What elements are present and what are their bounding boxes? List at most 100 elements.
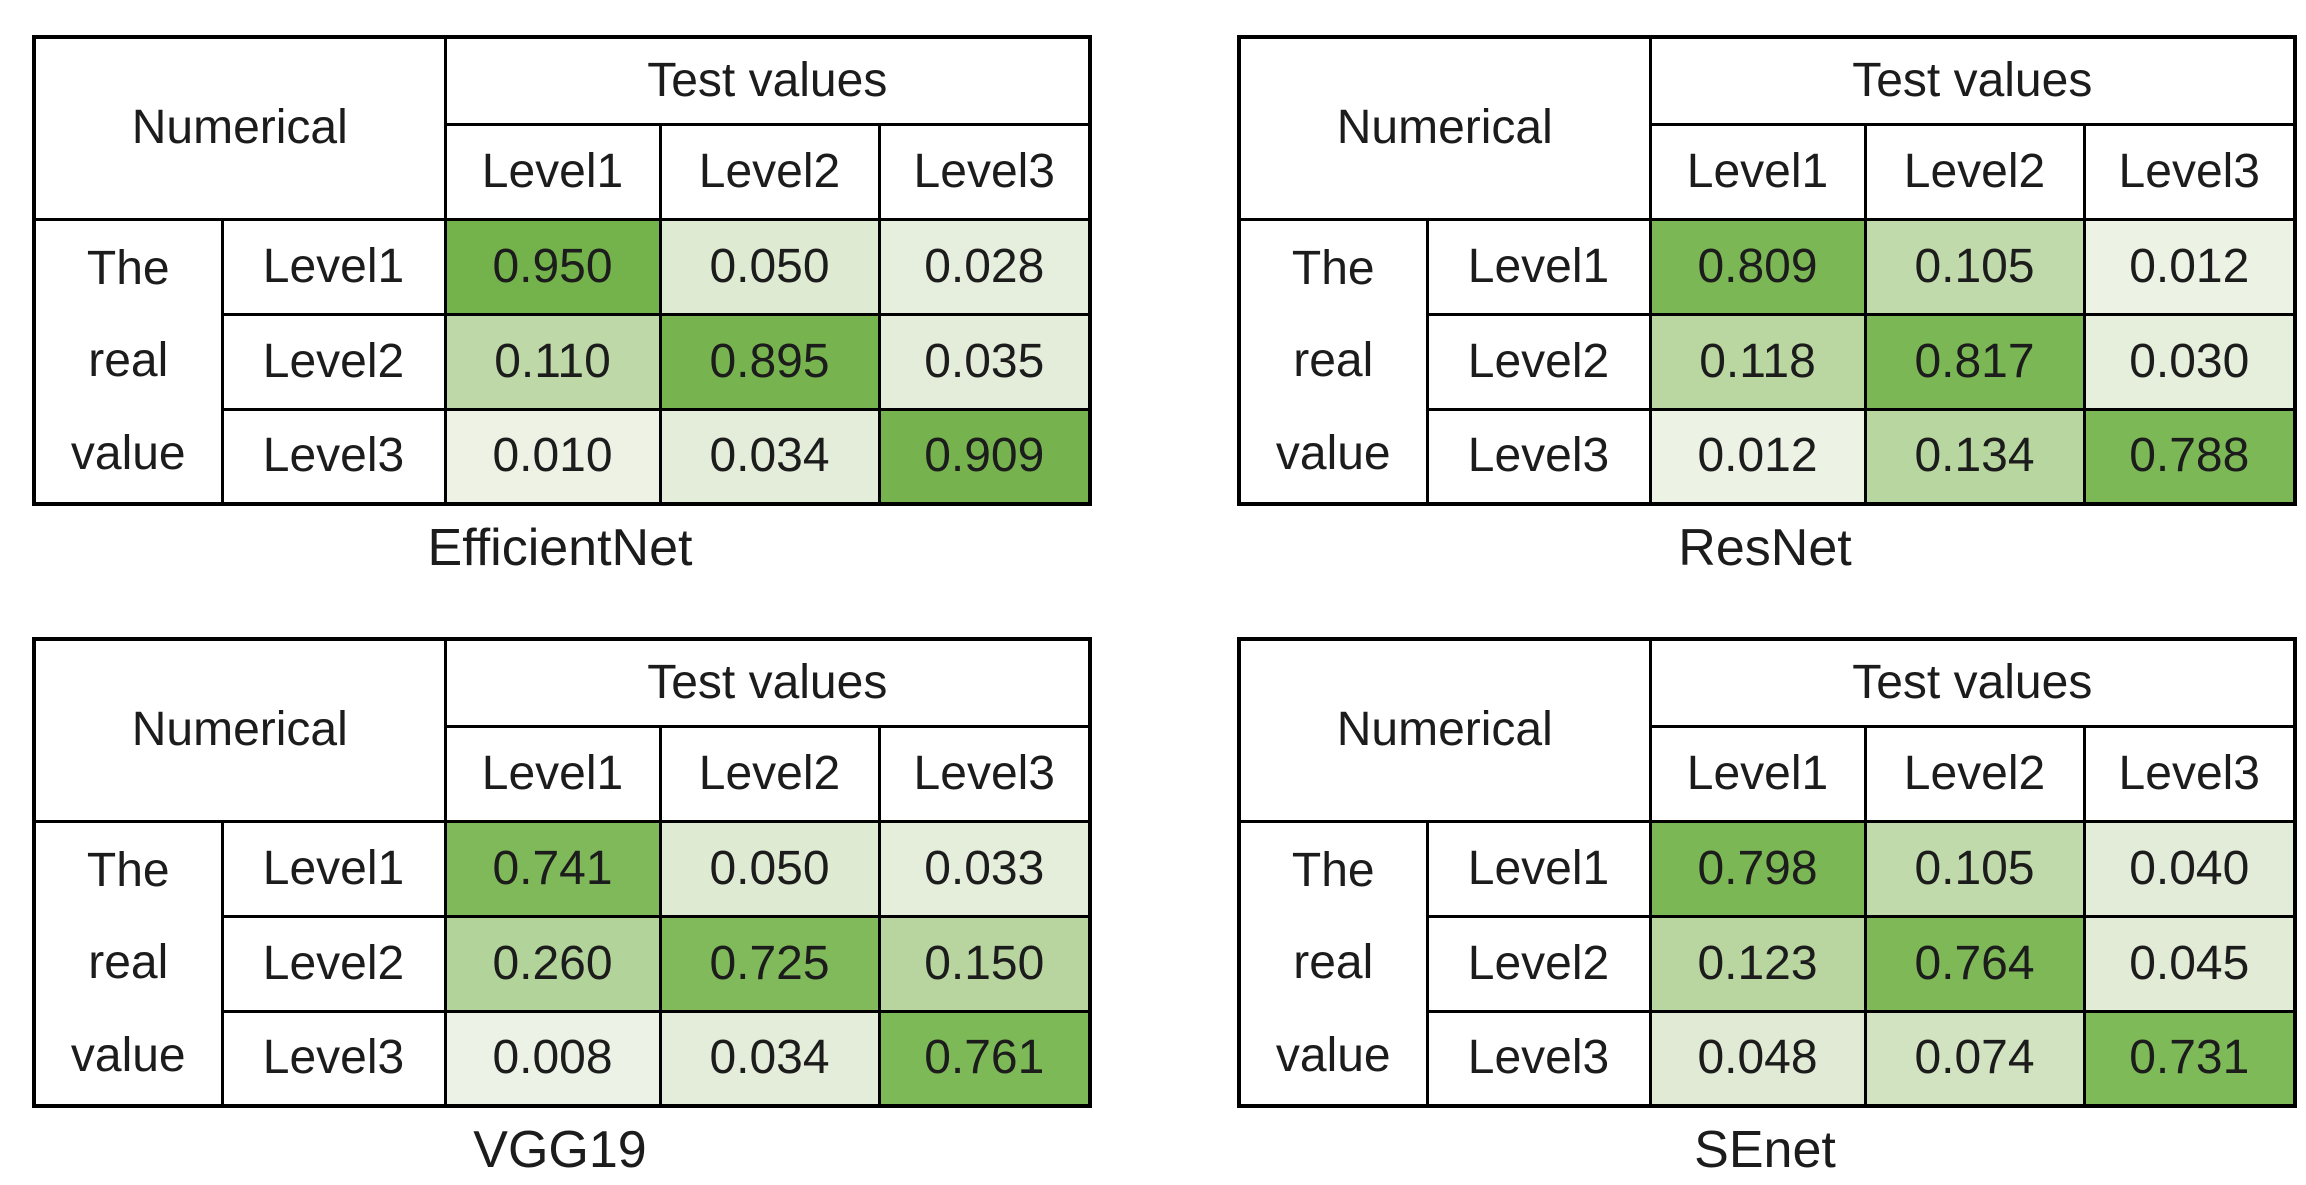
cell-value: 0.809 (1648, 217, 1867, 316)
cell-value: 0.725 (658, 914, 881, 1013)
cell-value: 0.035 (877, 312, 1092, 411)
row-header-level1: Level1 (220, 819, 447, 918)
model-caption-efficientnet: EfficientNet (427, 519, 693, 577)
cell-value: 0.008 (443, 1009, 662, 1108)
cell-value: 0.040 (2082, 819, 2297, 918)
model-panel-vgg19: Numerical Test values Level1 Level2 Leve… (32, 637, 1093, 1180)
column-header-level3: Level3 (877, 122, 1092, 221)
row-group-line: value (1275, 1028, 1391, 1082)
cell-value: 0.030 (2082, 312, 2297, 411)
cell-value: 0.012 (2082, 217, 2297, 316)
model-panel-resnet: Numerical Test values Level1 Level2 Leve… (1237, 35, 2298, 578)
cell-value: 0.150 (877, 914, 1092, 1013)
cell-value: 0.950 (443, 217, 662, 316)
confusion-matrix-vgg19: Numerical Test values Level1 Level2 Leve… (32, 637, 1093, 1108)
row-group-line: The (86, 843, 170, 897)
corner-label: Numerical (1237, 637, 1652, 823)
model-caption-vgg19: VGG19 (473, 1121, 647, 1179)
cell-value: 0.741 (443, 819, 662, 918)
corner-label: Numerical (32, 637, 447, 823)
row-group-lines: The real value (1242, 223, 1424, 500)
row-header-level3: Level3 (220, 1009, 447, 1108)
row-header-level1: Level1 (1425, 819, 1652, 918)
row-header-level2: Level2 (1425, 312, 1652, 411)
model-panel-efficientnet: Numerical Test values Level1 Level2 Leve… (32, 35, 1093, 578)
column-group-label: Test values (1648, 35, 2297, 126)
row-group-label: The real value (32, 819, 224, 1108)
confusion-matrix-efficientnet: Numerical Test values Level1 Level2 Leve… (32, 35, 1093, 506)
cell-value: 0.123 (1648, 914, 1867, 1013)
row-header-level2: Level2 (220, 312, 447, 411)
row-group-line: real (1293, 936, 1374, 990)
cell-value: 0.012 (1648, 407, 1867, 506)
row-group-line: value (70, 426, 186, 480)
cell-value: 0.048 (1648, 1009, 1867, 1108)
corner-label: Numerical (1237, 35, 1652, 221)
row-group-lines: The real value (1242, 825, 1424, 1102)
cell-value: 0.010 (443, 407, 662, 506)
row-group-lines: The real value (37, 223, 219, 500)
row-header-level2: Level2 (220, 914, 447, 1013)
cell-value: 0.134 (1863, 407, 2086, 506)
cell-value: 0.028 (877, 217, 1092, 316)
confusion-matrix-senet: Numerical Test values Level1 Level2 Leve… (1237, 637, 2298, 1108)
row-group-line: value (1275, 426, 1391, 480)
row-header-level3: Level3 (1425, 1009, 1652, 1108)
cell-value: 0.118 (1648, 312, 1867, 411)
column-header-level3: Level3 (2082, 122, 2297, 221)
row-group-line: real (1293, 334, 1374, 388)
column-group-label: Test values (1648, 637, 2297, 728)
row-group-label: The real value (1237, 819, 1429, 1108)
model-caption-resnet: ResNet (1678, 519, 1852, 577)
model-caption-senet: SEnet (1694, 1121, 1836, 1179)
column-header-level2: Level2 (1863, 122, 2086, 221)
confusion-matrix-resnet: Numerical Test values Level1 Level2 Leve… (1237, 35, 2298, 506)
cell-value: 0.798 (1648, 819, 1867, 918)
cell-value: 0.105 (1863, 217, 2086, 316)
corner-label: Numerical (32, 35, 447, 221)
row-header-level2: Level2 (1425, 914, 1652, 1013)
column-header-level1: Level1 (1648, 122, 1867, 221)
cell-value: 0.110 (443, 312, 662, 411)
row-header-level1: Level1 (1425, 217, 1652, 316)
column-header-level3: Level3 (877, 724, 1092, 823)
cell-value: 0.074 (1863, 1009, 2086, 1108)
cell-value: 0.050 (658, 819, 881, 918)
column-header-level1: Level1 (1648, 724, 1867, 823)
cell-value: 0.895 (658, 312, 881, 411)
cell-value: 0.909 (877, 407, 1092, 506)
row-group-line: value (70, 1028, 186, 1082)
row-group-line: The (86, 241, 170, 295)
column-header-level2: Level2 (1863, 724, 2086, 823)
column-header-level1: Level1 (443, 724, 662, 823)
cell-value: 0.764 (1863, 914, 2086, 1013)
model-panel-senet: Numerical Test values Level1 Level2 Leve… (1237, 637, 2298, 1180)
row-header-level3: Level3 (1425, 407, 1652, 506)
column-header-level3: Level3 (2082, 724, 2297, 823)
cell-value: 0.788 (2082, 407, 2297, 506)
cell-value: 0.260 (443, 914, 662, 1013)
row-group-lines: The real value (37, 825, 219, 1102)
cell-value: 0.050 (658, 217, 881, 316)
column-header-level2: Level2 (658, 122, 881, 221)
cell-value: 0.045 (2082, 914, 2297, 1013)
row-group-line: The (1291, 241, 1375, 295)
column-group-label: Test values (443, 35, 1092, 126)
row-group-line: real (88, 936, 169, 990)
column-group-label: Test values (443, 637, 1092, 728)
cell-value: 0.034 (658, 1009, 881, 1108)
column-header-level2: Level2 (658, 724, 881, 823)
row-group-line: real (88, 334, 169, 388)
column-header-level1: Level1 (443, 122, 662, 221)
cell-value: 0.034 (658, 407, 881, 506)
cell-value: 0.731 (2082, 1009, 2297, 1108)
row-header-level3: Level3 (220, 407, 447, 506)
row-group-line: The (1291, 843, 1375, 897)
cell-value: 0.105 (1863, 819, 2086, 918)
cell-value: 0.817 (1863, 312, 2086, 411)
row-header-level1: Level1 (220, 217, 447, 316)
cell-value: 0.761 (877, 1009, 1092, 1108)
row-group-label: The real value (32, 217, 224, 506)
row-group-label: The real value (1237, 217, 1429, 506)
